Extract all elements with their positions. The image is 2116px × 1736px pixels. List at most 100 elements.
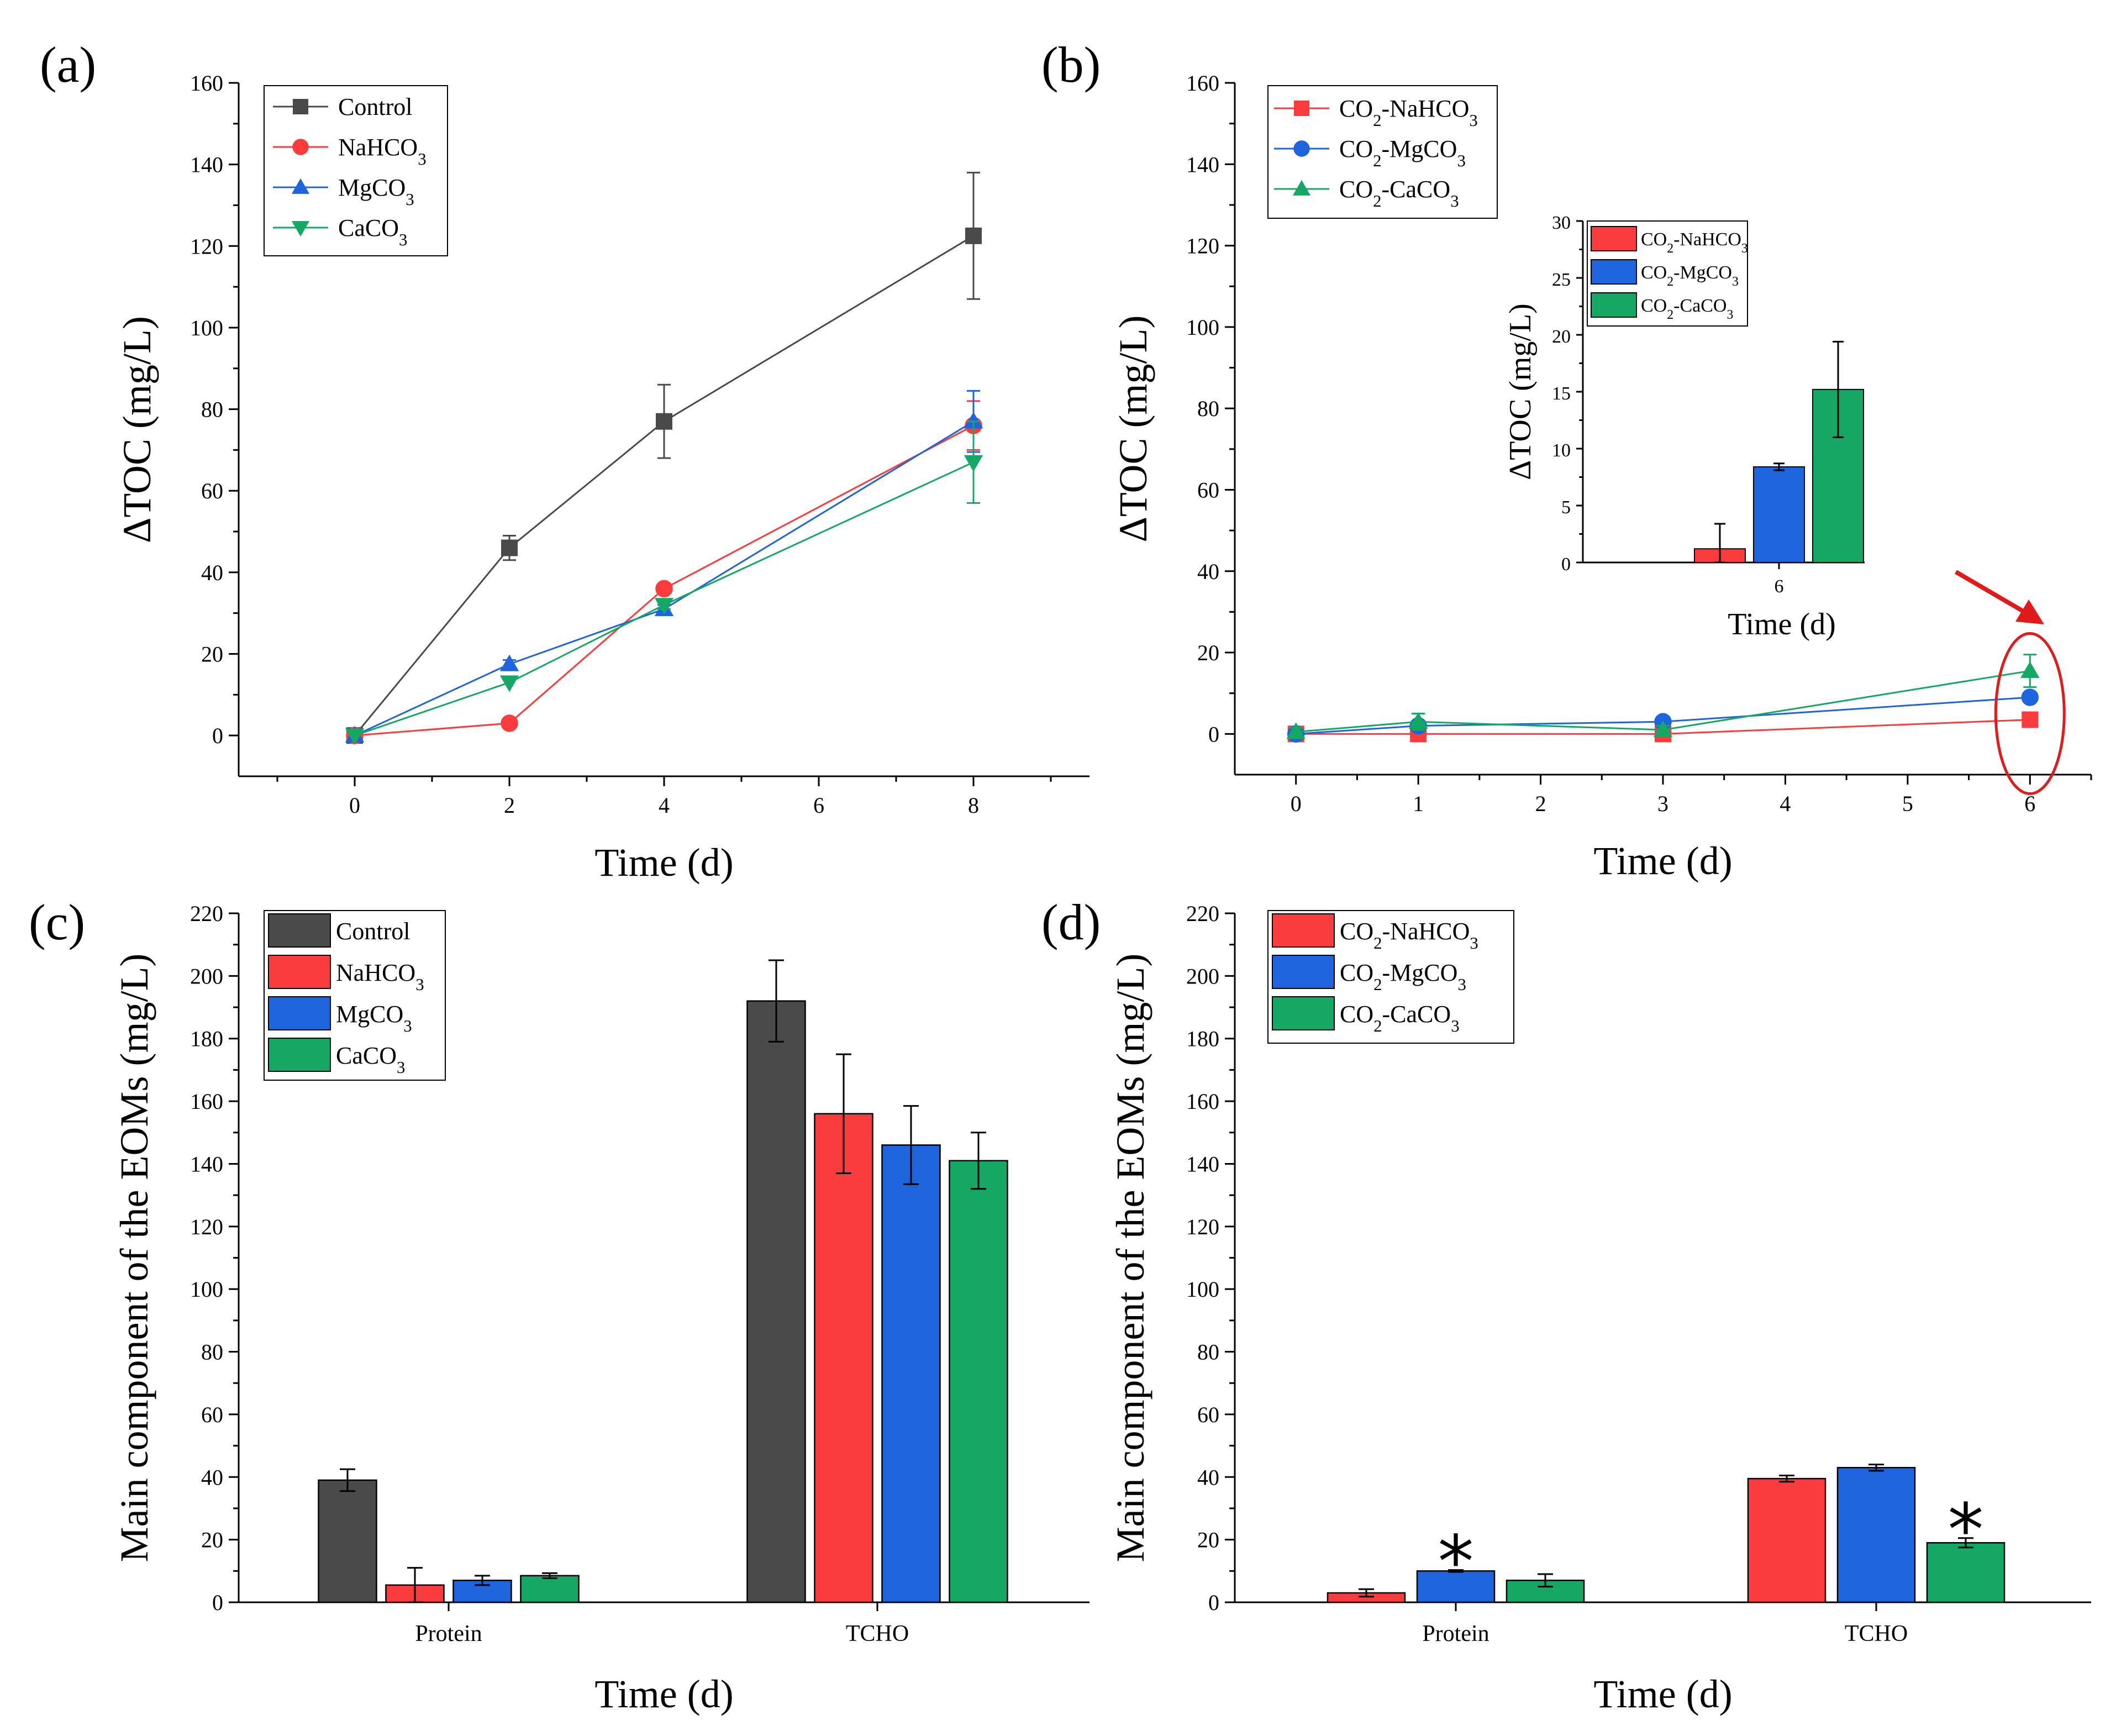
legend-marker-mgco3 <box>291 178 310 194</box>
inset-error-bar <box>1833 340 1844 438</box>
legend-label-sub2: 3 <box>1451 1017 1459 1035</box>
data-point <box>345 728 365 745</box>
data-point <box>2020 661 2040 678</box>
legend-label: CO2-MgCO3 <box>1339 135 1466 170</box>
data-point <box>501 714 518 732</box>
inset-legend-label: CO2-CaCO3 <box>1641 296 1733 322</box>
series-caco3 <box>1506 1537 2006 1603</box>
data-point <box>654 598 674 615</box>
bar-nahco3 <box>1747 1477 1827 1603</box>
y-tick-label: 140 <box>1186 152 1219 177</box>
x-category-label: TCHO <box>1845 1621 1908 1646</box>
inset-y-axis: 0 5 10 15 20 25 30 <box>1552 213 1584 575</box>
series-nahco3 <box>1327 1474 1827 1603</box>
legend-label-sub: 3 <box>418 150 426 169</box>
error-bar <box>836 1053 851 1174</box>
inset-y-tick-label: 25 <box>1552 270 1571 290</box>
x-tick-label: 0 <box>1291 791 1302 816</box>
inset-y-axis-title: ΔTOC (mg/L) <box>1503 303 1538 480</box>
legend-label: CO2-NaHCO3 <box>1339 95 1478 130</box>
error-bar <box>1359 1588 1374 1598</box>
legend-label: CaCO3 <box>338 214 407 249</box>
error-bar <box>1448 1569 1464 1573</box>
legend-label-sub2: 3 <box>1457 151 1465 170</box>
error-bar <box>542 1572 557 1579</box>
y-axis-title: ΔTOC (mg/L) <box>1111 315 1155 543</box>
legend-label: CO2-CaCO3 <box>1340 1001 1460 1035</box>
series-caco3 <box>1286 654 2040 739</box>
error-bar <box>903 1105 919 1185</box>
y-tick-label: 160 <box>1186 1089 1219 1114</box>
legend-label-name: CaCO <box>336 1042 397 1069</box>
data-point <box>965 227 982 244</box>
error-bar <box>1779 1474 1794 1483</box>
y-tick-label: 220 <box>1186 901 1219 926</box>
inset-error-bar <box>1714 523 1725 564</box>
y-tick-label: 40 <box>1197 1465 1219 1490</box>
y-tick-label: 40 <box>201 1465 223 1490</box>
y-tick-label: 20 <box>1197 1528 1219 1553</box>
legend-label-name2: -CaCO <box>1382 176 1451 203</box>
inset-legend-label-name2: -NaHCO <box>1673 229 1741 250</box>
legend-swatch-nahco3 <box>1272 913 1335 948</box>
inset-legend-label-name2: -CaCO <box>1673 296 1727 316</box>
legend-swatch-mgco3 <box>1272 955 1335 989</box>
panel-label: (d) <box>1041 894 1101 950</box>
legend-swatch-mgco3 <box>268 996 331 1030</box>
series-line-caco3 <box>354 461 974 737</box>
inset-x-tick-label: 6 <box>1775 576 1784 597</box>
series-mgco3 <box>1416 1464 1916 1603</box>
y-axis: 0 20 40 60 80 100 120 140 160 <box>190 71 240 776</box>
series-mgco3 <box>452 1105 941 1603</box>
inset-legend-label-name: CO <box>1641 262 1667 283</box>
panel-label: (b) <box>1041 36 1101 93</box>
error-bar <box>475 1575 490 1586</box>
legend-label-name: CO <box>1340 1001 1373 1028</box>
legend-label-name: Control <box>338 93 412 120</box>
bar-caco3 <box>949 1160 1008 1603</box>
y-tick-label: 0 <box>212 1590 223 1615</box>
inset-legend-label-sub: 2 <box>1667 308 1673 322</box>
y-tick-label: 180 <box>1186 1027 1219 1051</box>
x-tick-label: 0 <box>349 793 360 818</box>
y-tick-label: 100 <box>190 1277 223 1302</box>
y-tick-label: 40 <box>1197 559 1219 584</box>
inset-legend-label-sub2: 3 <box>1727 308 1733 322</box>
legend-label-name: CO <box>1339 95 1373 122</box>
legend-label-sub: 2 <box>1373 934 1382 953</box>
data-point <box>499 675 519 692</box>
error-bar <box>340 1468 355 1492</box>
y-tick-label: 120 <box>190 1214 223 1239</box>
y-tick-label: 160 <box>190 71 223 96</box>
legend-label-sub: 2 <box>1373 192 1381 211</box>
panel-label: (c) <box>29 894 85 950</box>
x-axis-title: Time (d) <box>594 1672 733 1716</box>
y-tick-label: 60 <box>1197 477 1219 502</box>
data-point <box>499 654 519 671</box>
legend-label: CO2-NaHCO3 <box>1340 918 1478 953</box>
bar-caco3 <box>520 1575 580 1603</box>
legend-label: MgCO3 <box>338 174 414 209</box>
series-nahco3 <box>346 400 982 744</box>
data-point <box>501 539 518 556</box>
y-axis-title: Main component of the EOMs (mg/L) <box>1108 954 1152 1563</box>
y-tick-label: 200 <box>1186 964 1219 988</box>
y-tick-label: 100 <box>190 315 223 340</box>
legend-label-sub: 2 <box>1373 111 1381 130</box>
legend-label-name: NaHCO <box>336 959 415 986</box>
legend-label-sub2: 3 <box>1469 111 1477 130</box>
x-tick-label: 4 <box>659 793 670 818</box>
bar-nahco3 <box>814 1113 873 1603</box>
bar-mgco3 <box>881 1144 941 1603</box>
error-bar <box>1538 1573 1553 1588</box>
legend-label-sub: 3 <box>403 1017 412 1035</box>
x-category-label: TCHO <box>846 1621 909 1646</box>
y-tick-label: 120 <box>1186 1214 1219 1239</box>
legend-swatch-nahco3 <box>268 955 331 989</box>
inset-legend-label: CO2-MgCO3 <box>1641 262 1739 289</box>
y-tick-label: 0 <box>1208 722 1219 746</box>
y-tick-label: 60 <box>1197 1402 1219 1427</box>
legend-label-sub: 3 <box>399 230 407 249</box>
